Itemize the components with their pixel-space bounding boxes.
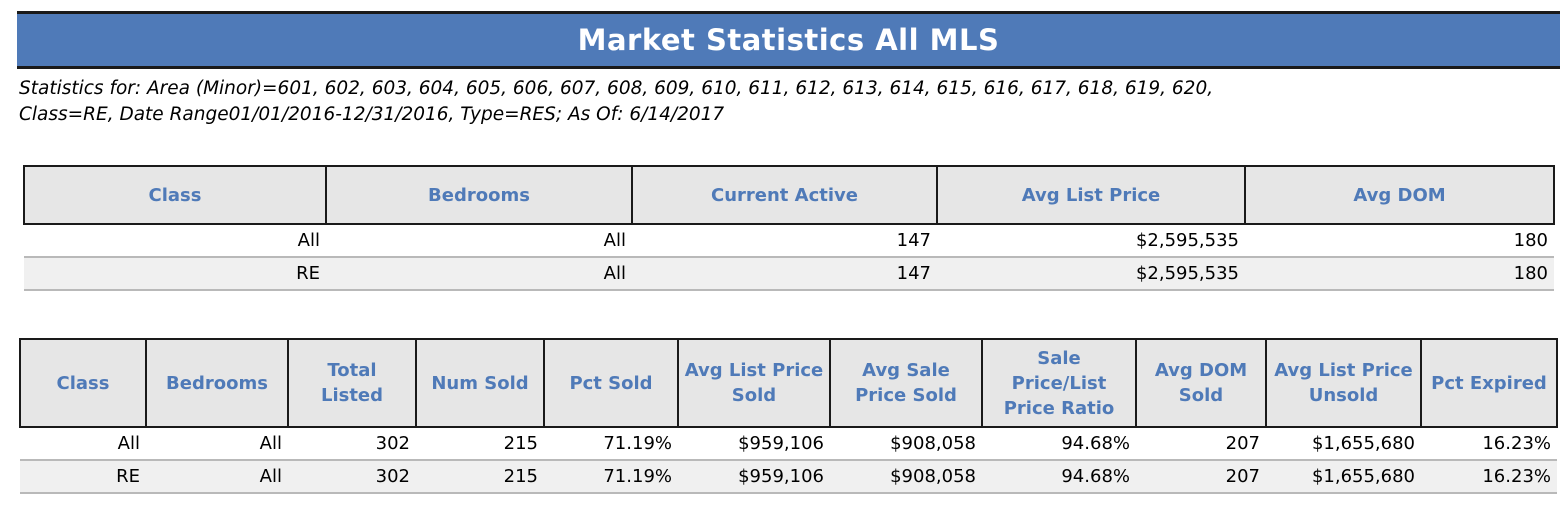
header-avg-dom: Avg DOM	[1244, 165, 1555, 225]
cell-avg-list-price: $2,595,535	[937, 224, 1245, 258]
cell-avg-dom-sold: 207	[1136, 427, 1266, 461]
header-class: Class	[23, 165, 327, 225]
header-avg-list-price: Avg List Price	[936, 165, 1246, 225]
statistics-criteria: Statistics for: Area (Minor)=601, 602, 6…	[19, 76, 1559, 128]
header-avg-sale-price-sold: Avg Sale Price Sold	[829, 338, 983, 428]
cell-pct-expired: 16.23%	[1421, 460, 1557, 494]
header-sale-price-list-price-ratio: Sale Price/List Price Ratio	[981, 338, 1137, 428]
header-bedrooms: Bedrooms	[145, 338, 289, 428]
table-row: RE All 147 $2,595,535 180	[24, 257, 1554, 291]
page-title: Market Statistics All MLS	[577, 23, 1000, 57]
active-table-header-row: Class Bedrooms Current Active Avg List P…	[23, 165, 1555, 225]
table-row: All All 147 $2,595,535 180	[24, 224, 1554, 258]
header-avg-list-price-sold: Avg List Price Sold	[677, 338, 831, 428]
cell-class: RE	[20, 460, 146, 494]
cell-current-active: 147	[632, 257, 937, 291]
cell-pct-expired: 16.23%	[1421, 427, 1557, 461]
cell-avg-dom-sold: 207	[1136, 460, 1266, 494]
header-avg-list-price-unsold: Avg List Price Unsold	[1265, 338, 1422, 428]
header-class: Class	[19, 338, 147, 428]
cell-total-listed: 302	[288, 460, 416, 494]
cell-avg-dom: 180	[1245, 257, 1554, 291]
cell-total-listed: 302	[288, 427, 416, 461]
cell-avg-dom: 180	[1245, 224, 1554, 258]
cell-bedrooms: All	[326, 257, 632, 291]
header-current-active: Current Active	[631, 165, 938, 225]
cell-class: All	[20, 427, 146, 461]
active-listings-table: Class Bedrooms Current Active Avg List P…	[23, 165, 1555, 291]
cell-pct-sold: 71.19%	[544, 460, 678, 494]
cell-avg-list-price-sold: $959,106	[678, 460, 830, 494]
cell-avg-list-price-unsold: $1,655,680	[1266, 460, 1421, 494]
cell-bedrooms: All	[146, 460, 288, 494]
cell-pct-sold: 71.19%	[544, 427, 678, 461]
cell-avg-sale-price-sold: $908,058	[830, 427, 982, 461]
cell-avg-list-price-sold: $959,106	[678, 427, 830, 461]
sold-table-header-row: Class Bedrooms Total Listed Num Sold Pct …	[19, 338, 1558, 428]
table-row: All All 302 215 71.19% $959,106 $908,058…	[20, 427, 1557, 461]
header-avg-dom-sold: Avg DOM Sold	[1135, 338, 1267, 428]
cell-num-sold: 215	[416, 460, 544, 494]
header-total-listed: Total Listed	[287, 338, 417, 428]
cell-sale-list-ratio: 94.68%	[982, 460, 1136, 494]
title-bar: Market Statistics All MLS	[17, 11, 1560, 69]
cell-avg-sale-price-sold: $908,058	[830, 460, 982, 494]
header-num-sold: Num Sold	[415, 338, 545, 428]
cell-avg-list-price: $2,595,535	[937, 257, 1245, 291]
header-bedrooms: Bedrooms	[325, 165, 633, 225]
cell-class: All	[24, 224, 326, 258]
cell-num-sold: 215	[416, 427, 544, 461]
cell-class: RE	[24, 257, 326, 291]
header-pct-sold: Pct Sold	[543, 338, 679, 428]
criteria-line-1: Statistics for: Area (Minor)=601, 602, 6…	[19, 78, 1214, 99]
cell-avg-list-price-unsold: $1,655,680	[1266, 427, 1421, 461]
table-row: RE All 302 215 71.19% $959,106 $908,058 …	[20, 460, 1557, 494]
header-pct-expired: Pct Expired	[1420, 338, 1558, 428]
cell-current-active: 147	[632, 224, 937, 258]
cell-bedrooms: All	[146, 427, 288, 461]
sold-listings-table: Class Bedrooms Total Listed Num Sold Pct …	[19, 338, 1558, 494]
cell-bedrooms: All	[326, 224, 632, 258]
criteria-line-2: Class=RE, Date Range01/01/2016-12/31/201…	[19, 104, 725, 125]
cell-sale-list-ratio: 94.68%	[982, 427, 1136, 461]
